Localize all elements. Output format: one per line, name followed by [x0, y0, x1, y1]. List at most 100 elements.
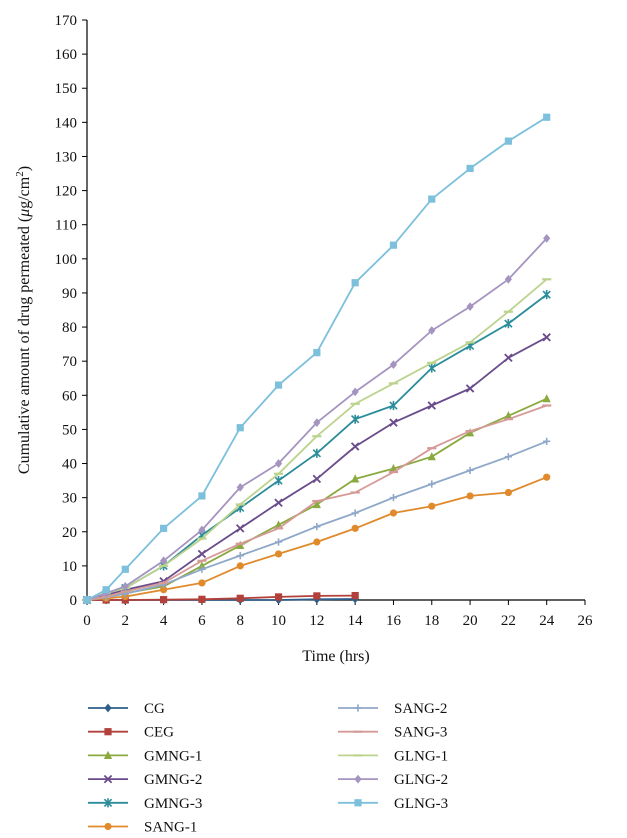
- data-point-glng-3: [543, 113, 551, 121]
- y-tick-label: 50: [62, 422, 77, 438]
- data-point-glng-3: [274, 381, 283, 389]
- data-point-gmng-3: [427, 363, 436, 373]
- data-point-sang-2: [351, 509, 359, 517]
- x-tick-label: 6: [198, 613, 206, 629]
- x-tick-label: 14: [348, 613, 364, 629]
- data-point-sang-1: [236, 562, 244, 570]
- series-line-glng-3: [86, 116, 548, 601]
- legend-swatch-marker: [103, 798, 113, 808]
- legend-item-glng-3: GLNG-3: [338, 796, 448, 812]
- data-point-gmng-2: [312, 474, 322, 484]
- data-point-sang-2: [274, 538, 283, 546]
- y-tick-label: 150: [55, 81, 78, 97]
- series-layer: [82, 113, 552, 605]
- data-point-gmng-3: [542, 290, 551, 300]
- data-point-glng-3: [313, 349, 321, 357]
- data-point-sang-1: [351, 524, 359, 532]
- data-point-sang-2: [428, 480, 436, 488]
- data-point-gmng-2: [389, 418, 398, 427]
- legend-label: SANG-3: [394, 725, 447, 741]
- data-point-sang-1: [198, 579, 206, 587]
- y-axis-title-unit: g/cm: [16, 176, 33, 209]
- legend-label: SANG-2: [394, 701, 447, 717]
- y-axis-title-mu: μ: [16, 209, 33, 218]
- data-point-glng-3: [198, 492, 206, 500]
- data-point-glng-2: [121, 581, 129, 591]
- data-point-gmng-2: [274, 498, 283, 508]
- legend-swatch-marker: [354, 799, 362, 807]
- data-point-gmng-2: [465, 384, 475, 393]
- data-point-gmng-3: [274, 475, 283, 486]
- legend-label: GLNG-2: [394, 772, 448, 788]
- y-axis-title-superscript: 2: [14, 171, 26, 177]
- data-point-glng-2: [428, 326, 436, 335]
- y-axis-title-main: Cumulative amount of drug permeated (: [16, 217, 33, 474]
- legend-swatch-marker: [103, 774, 113, 784]
- data-point-sang-2: [313, 523, 321, 531]
- series-gmng-3: [82, 290, 551, 605]
- legend-item-gmng-3: GMNG-3: [88, 796, 202, 812]
- y-tick-label: 110: [55, 218, 77, 234]
- y-tick-label: 160: [55, 47, 78, 63]
- y-tick-label: 0: [70, 593, 78, 609]
- data-point-gmng-2: [504, 353, 513, 363]
- y-tick-label: 80: [62, 320, 77, 336]
- data-point-gmng-2: [197, 549, 207, 559]
- data-point-gmng-1: [427, 452, 436, 461]
- data-point-glng-3: [466, 164, 474, 173]
- legend-label: GLNG-3: [394, 796, 448, 812]
- data-point-glng-3: [102, 586, 110, 594]
- legend-label: CEG: [144, 725, 174, 741]
- data-point-gmng-2: [427, 401, 437, 410]
- data-point-sang-2: [504, 453, 512, 461]
- series-line-glng-1: [86, 278, 548, 601]
- data-point-gmng-1: [197, 561, 207, 570]
- x-tick-label: 2: [122, 613, 130, 629]
- data-point-glng-2: [198, 525, 206, 535]
- data-point-glng-2: [160, 556, 168, 566]
- data-point-gmng-2: [542, 333, 551, 342]
- data-point-glng-2: [389, 360, 398, 369]
- data-point-glng-3: [351, 279, 359, 287]
- y-tick-label: 20: [62, 525, 77, 541]
- y-axis-title: Cumulative amount of drug permeated (μg/…: [14, 166, 33, 474]
- data-point-gmng-1: [236, 540, 245, 550]
- series-line-gmng-3: [86, 293, 548, 601]
- series-line-sang-2: [86, 440, 548, 601]
- y-tick-label: 60: [62, 388, 77, 404]
- data-point-sang-1: [160, 586, 168, 594]
- data-point-gmng-1: [504, 411, 513, 420]
- data-point-ceg: [198, 595, 206, 603]
- x-tick-label: 0: [83, 613, 91, 629]
- series-sang-2: [83, 437, 551, 604]
- data-point-ceg: [160, 596, 168, 604]
- series-gmng-2: [82, 333, 551, 605]
- x-tick-label: 16: [386, 613, 402, 629]
- legend-item-cg: CG: [88, 701, 165, 717]
- x-tick-label: 20: [463, 613, 478, 629]
- x-tick-label: 18: [424, 613, 439, 629]
- y-tick-label: 120: [55, 184, 78, 200]
- data-point-glng-3: [160, 524, 168, 532]
- data-point-gmng-3: [312, 448, 322, 458]
- data-point-gmng-3: [350, 414, 360, 424]
- data-point-ceg: [274, 593, 283, 601]
- data-point-gmng-3: [504, 319, 513, 329]
- data-point-sang-2: [389, 494, 398, 502]
- data-point-gmng-2: [235, 524, 245, 533]
- legend-swatch-marker: [104, 703, 112, 713]
- data-point-gmng-1: [542, 394, 551, 403]
- data-point-gmng-1: [465, 428, 475, 437]
- data-point-sang-1: [504, 488, 512, 497]
- series-line-sang-3: [86, 404, 548, 601]
- x-tick-label: 12: [309, 613, 324, 629]
- legend-label: CG: [144, 701, 165, 717]
- legend-item-sang-1: SANG-1: [88, 820, 197, 836]
- data-point-ceg: [236, 594, 244, 602]
- data-point-sang-2: [466, 466, 474, 474]
- legend-item-gmng-2: GMNG-2: [88, 772, 202, 788]
- data-point-ceg: [313, 592, 321, 600]
- data-point-sang-2: [198, 565, 206, 573]
- legend-item-glng-2: GLNG-2: [338, 772, 448, 788]
- data-point-glng-3: [389, 241, 398, 249]
